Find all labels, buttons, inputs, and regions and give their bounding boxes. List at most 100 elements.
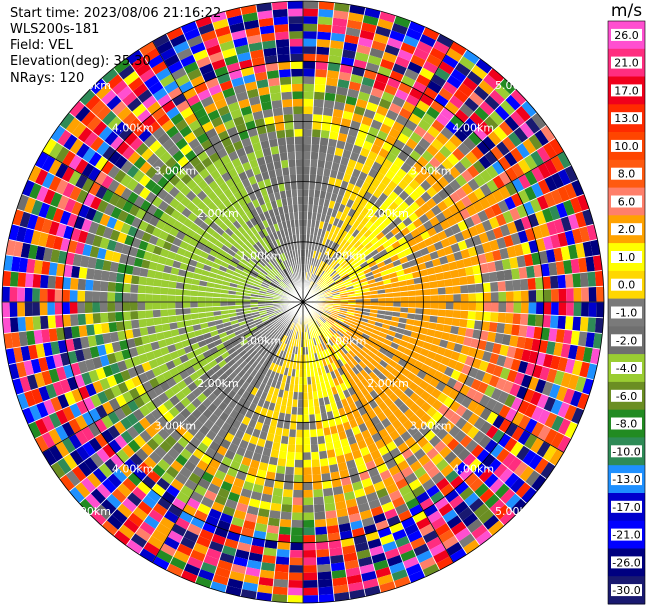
velocity-cell [279, 77, 291, 85]
velocity-cell [303, 152, 311, 160]
velocity-cell [459, 319, 468, 328]
velocity-cell [295, 144, 303, 152]
velocity-cell [100, 281, 108, 292]
velocity-cell [168, 302, 176, 309]
velocity-cell [519, 325, 528, 338]
velocity-cell [78, 313, 86, 325]
velocity-cell [275, 32, 290, 41]
velocity-cell [491, 302, 499, 312]
ring-label: 2.00km [367, 377, 409, 390]
velocity-cell [445, 310, 453, 318]
velocity-cell [416, 296, 424, 302]
velocity-cell [303, 69, 315, 77]
velocity-cell [303, 31, 317, 39]
velocity-cell [198, 302, 206, 308]
velocity-cell [416, 302, 424, 308]
velocity-cell [526, 266, 535, 279]
velocity-cell [269, 510, 281, 519]
velocity-cell [287, 595, 303, 603]
velocity-cell [297, 415, 303, 423]
velocity-cell [580, 272, 589, 287]
velocity-cell [475, 283, 483, 293]
velocity-cell [131, 275, 140, 285]
velocity-cell [504, 269, 513, 281]
velocity-cell [303, 174, 310, 182]
velocity-cell [303, 580, 318, 588]
velocity-cell [48, 315, 57, 329]
velocity-cell [138, 276, 147, 285]
velocity-cell [459, 276, 468, 285]
velocity-cell [559, 302, 567, 316]
velocity-cell [130, 302, 138, 311]
ring-label: 1.00km [325, 335, 367, 348]
velocity-cell [285, 129, 294, 137]
velocity-cell [408, 302, 416, 308]
velocity-cell [327, 70, 340, 79]
velocity-cell [311, 144, 320, 152]
velocity-cell [153, 302, 161, 310]
velocity-cell [292, 99, 303, 107]
velocity-cell [276, 130, 286, 139]
velocity-cell [297, 182, 303, 190]
velocity-cell [276, 466, 286, 475]
velocity-cell [33, 316, 42, 331]
ring-label: 2.00km [197, 377, 239, 390]
velocity-cell [25, 302, 33, 317]
velocity-cell [303, 400, 309, 408]
velocity-cell [291, 69, 303, 77]
velocity-cell [198, 297, 206, 303]
velocity-cell [313, 107, 324, 115]
velocity-cell [303, 467, 312, 475]
velocity-cell [85, 291, 93, 302]
ring-label: 4.00km [453, 122, 495, 135]
velocity-cell [303, 595, 319, 603]
velocity-cell [62, 289, 70, 302]
velocity-cell [62, 302, 70, 315]
velocity-cell [289, 167, 297, 175]
velocity-cell [316, 47, 330, 56]
velocity-cell [303, 121, 313, 129]
velocity-cell [296, 174, 303, 182]
velocity-cell [280, 84, 292, 92]
velocity-cell [313, 482, 323, 490]
velocity-cell [528, 302, 536, 314]
velocity-cell [303, 437, 311, 445]
velocity-cell [145, 286, 153, 295]
velocity-cell [310, 167, 318, 175]
velocity-cell [269, 85, 281, 94]
velocity-cell [288, 159, 296, 167]
velocity-cell [505, 280, 513, 291]
velocity-cell [323, 488, 334, 497]
velocity-cell [318, 16, 333, 25]
velocity-cell [86, 268, 95, 280]
velocity-cell [303, 167, 310, 175]
velocity-cell [276, 47, 290, 56]
velocity-cell [92, 291, 100, 302]
velocity-cell [559, 288, 567, 302]
velocity-cell [327, 525, 340, 534]
ring-label: 1.00km [240, 335, 282, 348]
velocity-cell [303, 159, 311, 167]
velocity-cell [78, 278, 86, 290]
velocity-cell [70, 302, 78, 314]
velocity-cell [324, 100, 335, 109]
velocity-cell [267, 70, 280, 79]
velocity-cell [273, 579, 288, 588]
velocity-cell [314, 84, 326, 92]
velocity-cell [483, 292, 491, 302]
velocity-cell [303, 573, 318, 581]
velocity-cell [528, 290, 536, 302]
velocity-cell [303, 490, 313, 498]
velocity-cell [284, 474, 294, 482]
velocity-cell [550, 275, 559, 289]
velocity-cell [10, 317, 19, 333]
velocity-cell [183, 296, 191, 302]
velocity-cell [101, 323, 110, 334]
velocity-cell [123, 283, 131, 293]
velocity-cell [303, 505, 314, 513]
velocity-cell [153, 310, 161, 318]
velocity-cell [536, 302, 544, 315]
velocity-cell [303, 39, 317, 47]
velocity-cell [551, 289, 559, 302]
velocity-cell [10, 287, 18, 302]
